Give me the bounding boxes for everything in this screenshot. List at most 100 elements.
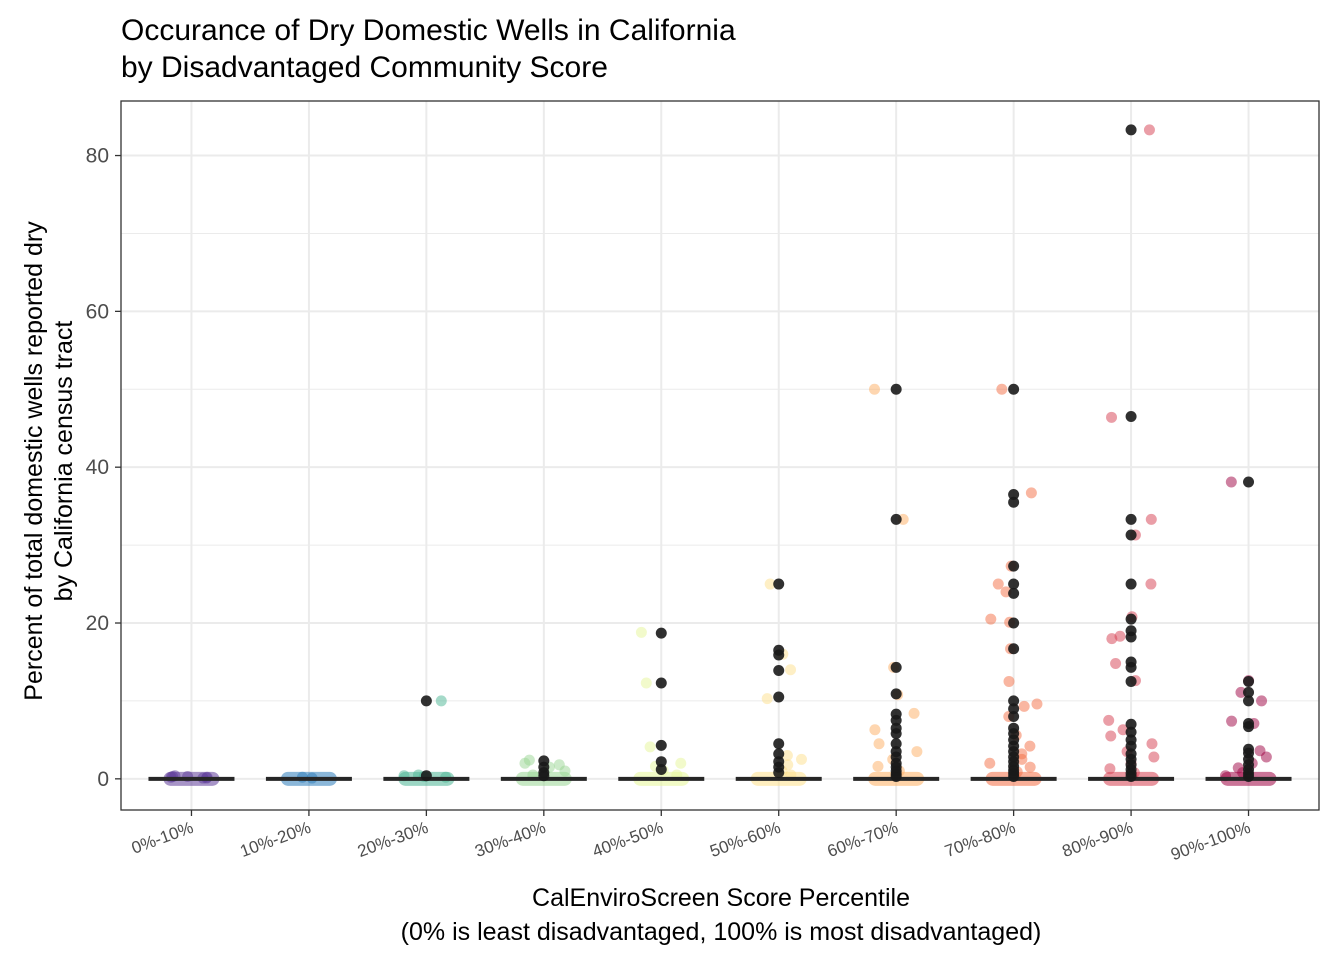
data-point [873,738,885,750]
y-tick-label: 60 [86,300,109,323]
boxplot-outlier [1243,686,1255,698]
boxplot-outlier [1243,675,1255,687]
boxplot-outlier [1008,496,1020,508]
boxplot-outlier [1243,695,1255,707]
data-point [761,693,773,705]
data-point [984,757,996,769]
boxplot-outlier [1125,529,1137,541]
boxplot-outlier [1125,578,1137,590]
boxplot-outlier [538,755,550,767]
data-point [1226,715,1238,727]
boxplot-outlier [1125,513,1137,525]
boxplot-outlier [420,695,432,707]
x-axis-title: CalEnviroScreen Score Percentile [532,884,910,912]
data-point [1143,124,1155,136]
data-point [1104,763,1116,775]
boxplot-outlier [1125,726,1137,738]
y-tick-label: 80 [86,145,109,168]
x-tick-label: 10%-20% [238,818,314,861]
boxplot-outlier [890,722,902,734]
boxplot-outlier [655,756,667,768]
data-point [675,757,687,769]
y-tick-label: 20 [86,612,109,635]
boxplot-outlier [890,738,902,750]
y-axis-subtitle: by California census tract [50,321,78,602]
data-point [1145,578,1157,590]
data-point [644,741,656,753]
boxplot-outlier [773,578,785,590]
data-point [1146,738,1158,750]
boxplot-outlier [1008,711,1020,723]
data-point [1105,730,1117,742]
boxplot-outlier [1125,656,1137,668]
data-point [1110,658,1122,670]
data-point [1148,751,1160,763]
data-point [1003,675,1015,687]
data-point [1235,686,1247,698]
boxplot-outlier [1125,734,1137,746]
boxplot-outlier [655,739,667,751]
data-point [1254,745,1266,757]
boxplot-outlier [1243,718,1255,730]
boxplot-outlier [1125,748,1137,760]
boxplot-outlier [1008,617,1020,629]
data-point [640,677,652,689]
data-point [1225,476,1237,488]
data-point [764,578,776,590]
boxplot-outlier [773,738,785,750]
boxplot-outlier [655,677,667,689]
boxplot-outlier [890,688,902,700]
boxplot-outlier [420,770,432,782]
boxplot-outlier [1008,578,1020,590]
data-point [1024,740,1036,752]
boxplot-outlier [890,513,902,525]
data-point [911,746,923,758]
y-tick-label: 0 [97,768,109,791]
x-tick-label: 50%-60% [707,818,783,861]
data-point [553,759,565,771]
data-point [435,695,447,707]
x-tick-label: 20%-30% [355,818,431,861]
x-tick-label: 90%-100% [1168,818,1253,864]
data-point [872,760,884,772]
data-point [785,664,797,676]
boxplot-outlier [1243,743,1255,755]
data-point [1031,698,1043,710]
boxplot-outlier [1008,643,1020,655]
data-point [1103,714,1115,726]
data-point [782,759,794,771]
x-tick-label: 80%-90% [1060,818,1136,861]
boxplot-outlier [1125,675,1137,687]
panel-border [120,100,1320,811]
data-point [523,754,535,766]
boxplot-outlier [1125,718,1137,730]
boxplot-outlier [890,708,902,720]
boxplot-outlier [1008,722,1020,734]
boxplot-outlier [655,763,667,775]
x-axis-subtitle: (0% is least disadvantaged, 100% is most… [401,918,1042,946]
data-point [795,753,807,765]
boxplot-outlier [1008,703,1020,715]
data-point [869,724,881,736]
boxplot-outlier [773,665,785,677]
boxplot-outlier [1125,124,1137,136]
data-point [1024,761,1036,773]
data-point [992,578,1004,590]
boxplot-outlier [1008,560,1020,572]
boxplot-outlier [1008,587,1020,599]
boxplot-outlier [890,661,902,673]
boxplot-outlier [655,627,667,639]
boxplot-outlier [1125,411,1137,423]
y-axis-title: Percent of total domestic wells reported… [20,221,48,701]
x-tick-label: 40%-50% [590,818,666,861]
x-tick-label: 0%-10% [129,818,196,858]
boxplot-outlier [1125,613,1137,625]
boxplot-outlier [890,746,902,758]
data-point [635,626,647,638]
data-point [1256,695,1268,707]
chart-title: Occurance of Dry Domestic Wells in Calif… [121,14,736,47]
boxplot-outlier [773,756,785,768]
x-tick-label: 30%-40% [472,818,548,861]
boxplot-outlier [1008,695,1020,707]
